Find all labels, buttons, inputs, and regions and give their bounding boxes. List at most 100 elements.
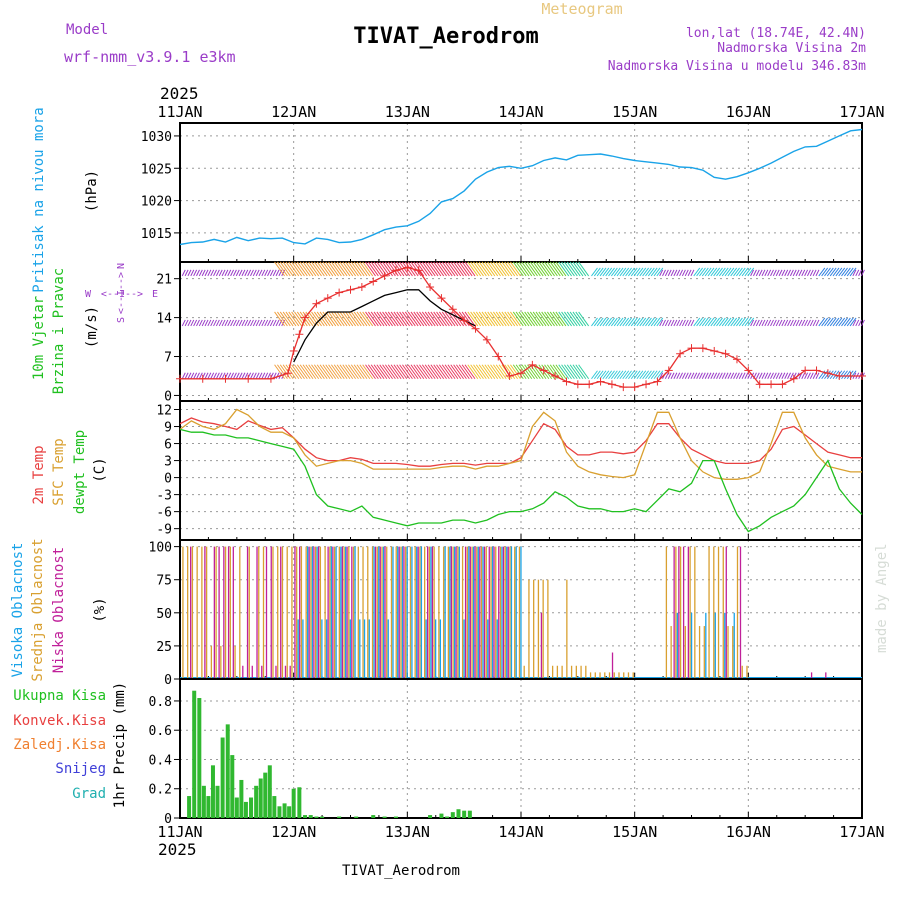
ytick-label: 0.4 xyxy=(149,753,173,768)
wind-direction-barb xyxy=(693,372,698,379)
wind-direction-barb xyxy=(515,261,527,277)
wind-direction-barb xyxy=(549,311,561,327)
model-name: wrf-nmm_v3.9.1 e3km xyxy=(64,48,236,66)
wind-direction-barb xyxy=(578,364,590,380)
wind-direction-barb xyxy=(275,269,280,277)
wind-direction-barb xyxy=(362,261,374,277)
wind-direction-barb xyxy=(404,364,416,380)
wind-direction-barb xyxy=(353,311,365,327)
precip-bar xyxy=(197,698,202,818)
cloud-low-bar xyxy=(611,652,614,679)
lonlat-text: lon,lat (18.74E, 42.4N) xyxy=(686,26,866,41)
cloud-low-bar xyxy=(825,672,827,679)
day-label: 16JAN xyxy=(726,103,771,121)
wind-direction-barb xyxy=(501,311,513,327)
wind-direction-barb xyxy=(544,261,555,277)
wind-direction-barb xyxy=(693,317,701,327)
cloud-high-bar xyxy=(501,546,503,679)
wind-direction-barb xyxy=(650,267,658,277)
wind-direction-barb xyxy=(775,372,780,379)
cloud-low-bar xyxy=(299,546,301,679)
cloud-mid-bar xyxy=(679,546,682,679)
cloud-high-bar xyxy=(515,546,517,679)
cloud-high-bar xyxy=(496,619,498,679)
wind-direction-barb xyxy=(430,311,442,327)
wind-direction-barb xyxy=(487,311,499,327)
wind-direction-barb xyxy=(267,319,271,327)
wind-direction-barb xyxy=(741,372,746,379)
cloud-low-bar xyxy=(469,546,471,679)
precip-bar xyxy=(450,812,455,818)
wind-direction-barb xyxy=(667,319,672,327)
wind-direction-barb xyxy=(207,372,212,379)
wind-direction-barb xyxy=(319,364,331,380)
wind-direction-barb xyxy=(495,261,507,277)
wind-direction-barb xyxy=(288,261,300,277)
wind-direction-barb xyxy=(564,311,575,327)
wind-direction-barb xyxy=(633,317,641,327)
wind-direction-barb xyxy=(198,319,203,327)
cloud-low-bar xyxy=(317,546,320,679)
ytick-label: 50 xyxy=(156,607,172,622)
wind-direction-barb xyxy=(610,267,618,277)
wind-direction-barb xyxy=(707,372,712,379)
wind-direction-barb xyxy=(860,269,865,277)
wind-direction-barb xyxy=(521,261,533,277)
cloud-low-bar xyxy=(265,546,268,679)
wind-direction-barb xyxy=(653,267,661,277)
cloud-mid-bar xyxy=(509,546,511,679)
wind-direction-barb xyxy=(294,261,305,277)
cloud-high-bar xyxy=(705,612,707,679)
wind-direction-barb xyxy=(821,317,829,327)
cloud-low-bar xyxy=(498,546,500,679)
wind-direction-barb xyxy=(538,311,550,327)
cloud-high-bar xyxy=(453,546,456,679)
wind-direction-barb xyxy=(636,370,644,380)
compass-w: W xyxy=(85,289,92,300)
elevation-text: Nadmorska Visina 2m xyxy=(717,41,866,56)
cloud-high-bar xyxy=(411,546,413,679)
cloud-mid-bar xyxy=(599,672,601,679)
wind-direction-barb xyxy=(433,261,445,277)
ytick-label: 6 xyxy=(164,438,172,453)
wind-direction-barb xyxy=(507,364,518,380)
wind-direction-barb xyxy=(461,364,473,380)
wind-direction-barb xyxy=(384,261,396,277)
wind-direction-barb xyxy=(628,267,635,277)
wind-direction-barb xyxy=(419,311,430,327)
cloud-mid-bar xyxy=(419,546,421,679)
cloud-mid-bar xyxy=(708,546,710,679)
cloud-high-bar xyxy=(325,619,328,679)
wind-direction-barb xyxy=(596,370,604,380)
wind-direction-barb xyxy=(575,364,587,380)
wind-direction-barb xyxy=(647,317,655,327)
wind-direction-barb xyxy=(555,261,567,277)
cloud-high-bar xyxy=(510,546,513,679)
cloud-low-bar xyxy=(507,546,509,679)
wind-direction-barb xyxy=(308,261,320,277)
wind-direction-barb xyxy=(818,267,826,277)
cloud-mid-bar xyxy=(514,546,516,679)
wind-direction-barb xyxy=(387,261,399,277)
wind-direction-barb xyxy=(721,372,726,379)
wind-direction-barb xyxy=(636,267,644,277)
wind-direction-barb xyxy=(696,317,704,327)
cloud-mid-bar xyxy=(537,579,540,679)
wind-direction-barb xyxy=(738,267,746,277)
wind-direction-barb xyxy=(404,311,416,327)
wind-direction-barb xyxy=(467,311,479,327)
wind-direction-barb xyxy=(558,364,570,380)
day-label: 11JAN xyxy=(157,103,202,121)
cloud-mid-bar xyxy=(457,546,459,679)
wind-direction-barb xyxy=(238,372,243,379)
wind-direction-barb xyxy=(599,267,607,277)
wind-direction-barb xyxy=(232,372,237,379)
cloud-high-bar xyxy=(477,546,479,679)
precip-bar xyxy=(287,806,292,818)
cloud-mid-bar xyxy=(684,626,687,679)
wind-direction-barb xyxy=(569,261,581,277)
wind-direction-barb xyxy=(566,261,578,277)
wind-direction-barb xyxy=(305,364,317,380)
wind-direction-barb xyxy=(812,372,817,379)
cloud-low-bar xyxy=(417,546,419,679)
